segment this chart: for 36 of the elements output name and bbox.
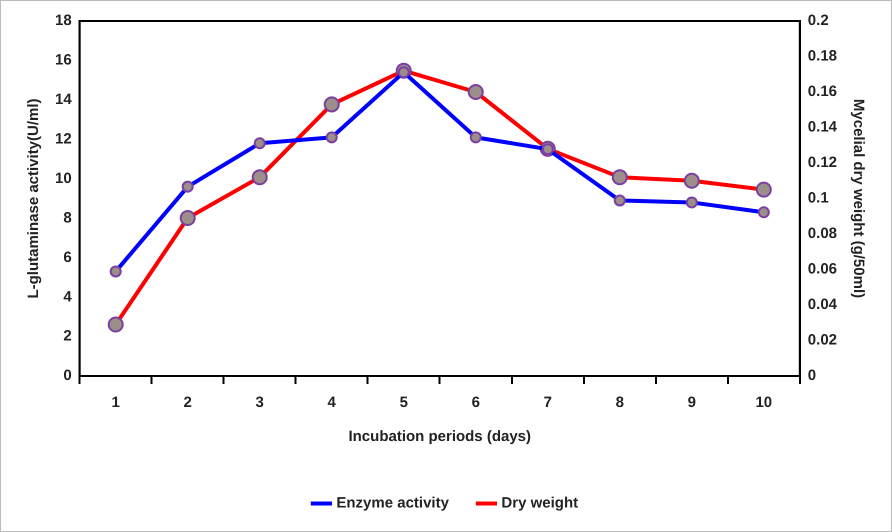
y-axis-title: L-glutaminase activity(U/ml) — [25, 98, 42, 299]
y2-tick-label: 0.1 — [808, 190, 829, 207]
y2-axis-title: Mycelial dry weight (g/50ml) — [850, 98, 867, 298]
x-tick-label: 4 — [328, 394, 337, 412]
x-tick-label: 7 — [544, 394, 552, 412]
y-tick-label: 16 — [54, 52, 72, 69]
x-tick-label: 9 — [688, 394, 696, 412]
legend-label: Enzyme activity — [336, 494, 450, 512]
x-tick-label: 3 — [256, 394, 264, 412]
y-tick-label: 0 — [63, 367, 72, 384]
y2-tick-label: 0.2 — [808, 12, 829, 30]
x-tick-label: 1 — [112, 394, 120, 412]
y-tick-label: 12 — [54, 130, 72, 148]
x-axis-title: Incubation periods (days) — [348, 428, 532, 446]
y-tick-label: 4 — [63, 288, 72, 306]
y-tick-label: 14 — [54, 91, 72, 108]
y2-tick-label: 0.18 — [808, 48, 838, 65]
y2-tick-label: 0.12 — [808, 154, 838, 172]
y-tick-label: 10 — [54, 170, 72, 187]
y-tick-label: 2 — [63, 328, 72, 345]
legend-label: Dry weight — [501, 494, 578, 512]
y-tick-label: 6 — [63, 248, 72, 266]
x-tick-label: 8 — [616, 394, 624, 412]
y2-tick-label: 0.06 — [808, 260, 838, 278]
y2-tick-label: 0.04 — [808, 296, 838, 314]
y2-tick-label: 0.02 — [808, 332, 838, 349]
y2-tick-label: 0.08 — [808, 225, 838, 242]
y-tick-label: 18 — [54, 12, 72, 30]
y2-tick-label: 0.16 — [808, 83, 838, 100]
x-tick-label: 2 — [184, 394, 192, 412]
x-tick-label: 5 — [400, 394, 408, 412]
y2-tick-label: 0.14 — [808, 118, 838, 136]
y2-tick-label: 0 — [808, 367, 816, 384]
x-tick-label: 6 — [472, 394, 480, 412]
y-tick-label: 8 — [63, 209, 72, 226]
x-tick-label: 10 — [755, 394, 772, 412]
